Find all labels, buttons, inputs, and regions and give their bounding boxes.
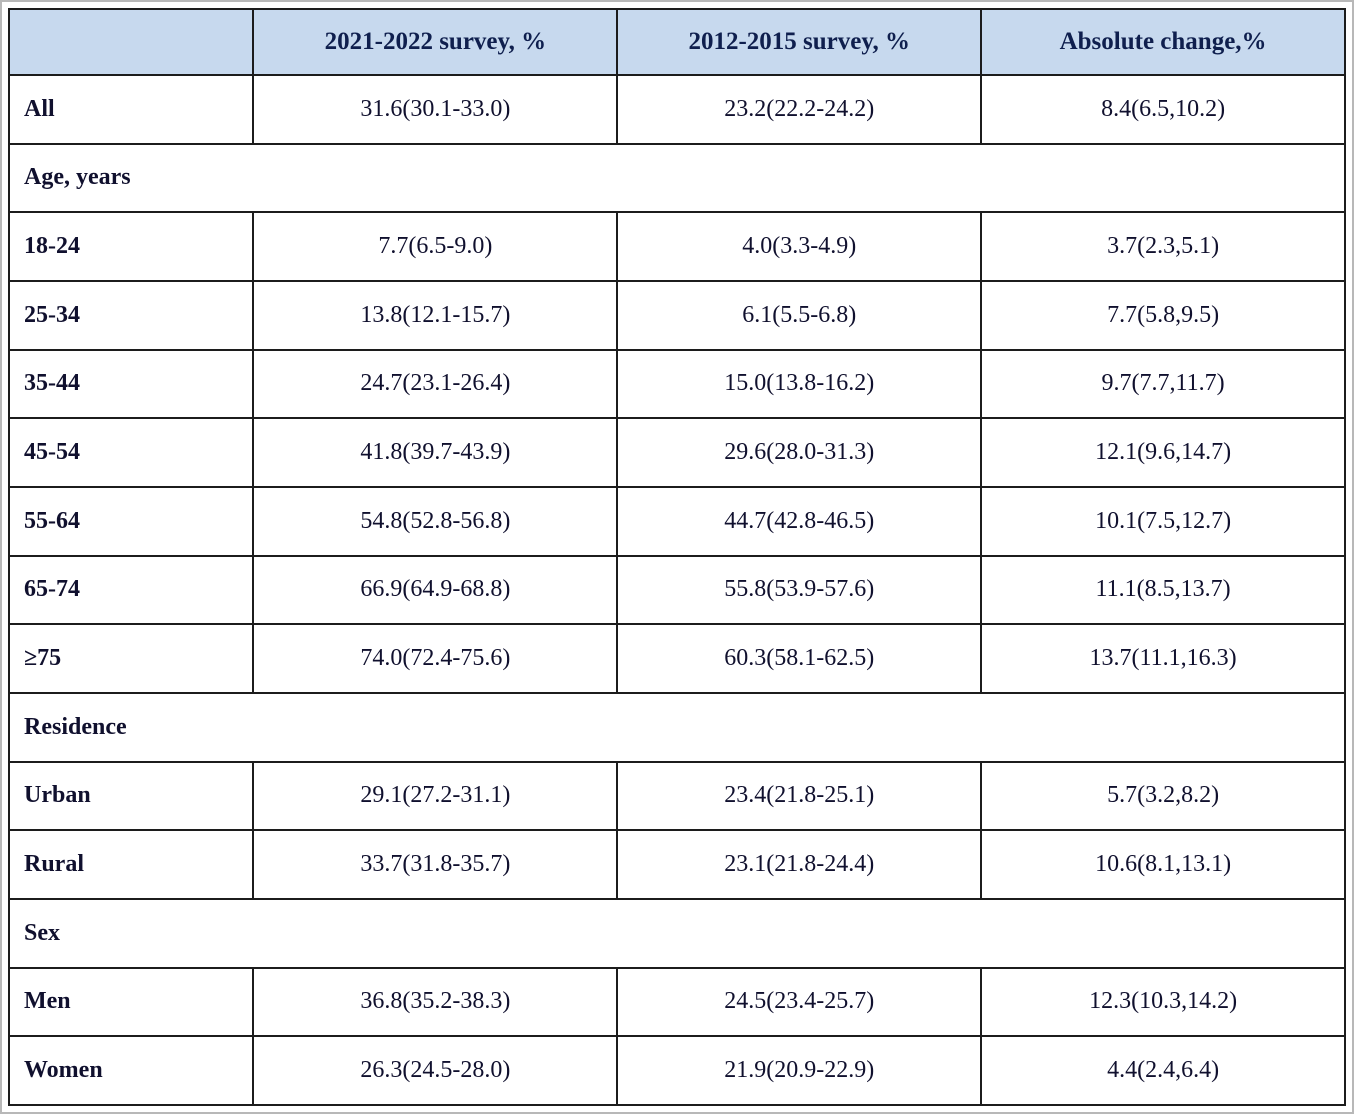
table-cell: 33.7(31.8-35.7) bbox=[252, 829, 619, 900]
table-row: Rural 33.7(31.8-35.7) 23.1(21.8-24.4) 10.6(… bbox=[7, 829, 1346, 900]
row-label: Men bbox=[7, 966, 255, 1038]
table-cell: 60.3(58.1-62.5) bbox=[616, 623, 983, 694]
section-label: Residence bbox=[8, 691, 1346, 763]
table-cell: 7.7(6.5-9.0) bbox=[252, 211, 619, 282]
table-cell: 44.7(42.8-46.5) bbox=[616, 485, 983, 557]
column-header: Absolute change,% bbox=[980, 8, 1346, 76]
table-cell: 66.9(64.9-68.8) bbox=[252, 554, 619, 626]
row-label: 55-64 bbox=[7, 485, 255, 557]
row-label: All bbox=[7, 74, 255, 145]
table-row: Women 26.3(24.5-28.0) 21.9(20.9-22.9) 4.4(2… bbox=[7, 1035, 1346, 1106]
table-cell: 23.4(21.8-25.1) bbox=[616, 760, 983, 832]
corner-header-cell bbox=[7, 8, 255, 76]
row-label: Women bbox=[7, 1035, 255, 1106]
table-cell: 23.2(22.2-24.2) bbox=[616, 74, 983, 145]
table-cell: 10.1(7.5,12.7) bbox=[980, 485, 1346, 557]
table-cell: 29.1(27.2-31.1) bbox=[252, 760, 619, 832]
table-row: All 31.6(30.1-33.0) 23.2(22.2-24.2) 8.4(6.5… bbox=[7, 74, 1346, 145]
table-cell: 10.6(8.1,13.1) bbox=[980, 829, 1346, 900]
table-cell: 55.8(53.9-57.6) bbox=[616, 554, 983, 626]
table-cell: 54.8(52.8-56.8) bbox=[252, 485, 619, 557]
table-cell: 6.1(5.5-6.8) bbox=[616, 279, 983, 351]
table-cell: 4.0(3.3-4.9) bbox=[616, 211, 983, 282]
row-label: 35-44 bbox=[7, 348, 255, 420]
table-cell: 12.3(10.3,14.2) bbox=[980, 966, 1346, 1038]
table-cell: 29.6(28.0-31.3) bbox=[616, 417, 983, 488]
table-row: 18-24 7.7(6.5-9.0) 4.0(3.3-4.9) 3.7(2.3,5.1… bbox=[7, 211, 1346, 282]
table-cell: 41.8(39.7-43.9) bbox=[252, 417, 619, 488]
survey-comparison-table: 2021-2022 survey, % 2012-2015 survey, % Ab… bbox=[7, 8, 1346, 1106]
table-cell: 13.7(11.1,16.3) bbox=[980, 623, 1346, 694]
section-label: Sex bbox=[8, 897, 1346, 969]
row-label: 25-34 bbox=[7, 279, 255, 351]
table-cell: 21.9(20.9-22.9) bbox=[616, 1035, 983, 1106]
table-cell: 9.7(7.7,11.7) bbox=[980, 348, 1346, 420]
section-row: Sex bbox=[8, 897, 1346, 969]
table-cell: 24.5(23.4-25.7) bbox=[616, 966, 983, 1038]
row-label: ≥75 bbox=[7, 623, 255, 694]
table-body: All 31.6(30.1-33.0) 23.2(22.2-24.2) 8.4(6.5… bbox=[7, 74, 1346, 1106]
table-row: 25-34 13.8(12.1-15.7) 6.1(5.5-6.8) 7.7(5.8,… bbox=[7, 279, 1346, 351]
table-cell: 4.4(2.4,6.4) bbox=[980, 1035, 1346, 1106]
table-cell: 13.8(12.1-15.7) bbox=[252, 279, 619, 351]
table-cell: 3.7(2.3,5.1) bbox=[980, 211, 1346, 282]
table-cell: 24.7(23.1-26.4) bbox=[252, 348, 619, 420]
table-cell: 7.7(5.8,9.5) bbox=[980, 279, 1346, 351]
table-row: Urban 29.1(27.2-31.1) 23.4(21.8-25.1) 5.7(3… bbox=[7, 760, 1346, 832]
table-cell: 23.1(21.8-24.4) bbox=[616, 829, 983, 900]
table-row: 45-54 41.8(39.7-43.9) 29.6(28.0-31.3) 12.1(… bbox=[7, 417, 1346, 488]
table-row: Men 36.8(35.2-38.3) 24.5(23.4-25.7) 12.3(10… bbox=[7, 966, 1346, 1038]
table-cell: 5.7(3.2,8.2) bbox=[980, 760, 1346, 832]
column-header: 2012-2015 survey, % bbox=[616, 8, 983, 76]
table-cell: 26.3(24.5-28.0) bbox=[252, 1035, 619, 1106]
table-row: 65-74 66.9(64.9-68.8) 55.8(53.9-57.6) 11.1(… bbox=[7, 554, 1346, 626]
row-label: 45-54 bbox=[7, 417, 255, 488]
table-head-row: 2021-2022 survey, % 2012-2015 survey, % Ab… bbox=[7, 8, 1346, 76]
table-row: 35-44 24.7(23.1-26.4) 15.0(13.8-16.2) 9.7(7… bbox=[7, 348, 1346, 420]
table-cell: 11.1(8.5,13.7) bbox=[980, 554, 1346, 626]
row-label: Rural bbox=[7, 829, 255, 900]
table-cell: 36.8(35.2-38.3) bbox=[252, 966, 619, 1038]
column-header: 2021-2022 survey, % bbox=[252, 8, 619, 76]
section-row: Residence bbox=[8, 691, 1346, 763]
row-label: Urban bbox=[7, 760, 255, 832]
table-row: 55-64 54.8(52.8-56.8) 44.7(42.8-46.5) 10.1(… bbox=[7, 485, 1346, 557]
table-cell: 31.6(30.1-33.0) bbox=[252, 74, 619, 145]
table-cell: 15.0(13.8-16.2) bbox=[616, 348, 983, 420]
row-label: 65-74 bbox=[7, 554, 255, 626]
section-label: Age, years bbox=[8, 142, 1346, 214]
table-cell: 8.4(6.5,10.2) bbox=[980, 74, 1346, 145]
table-cell: 12.1(9.6,14.7) bbox=[980, 417, 1346, 488]
section-row: Age, years bbox=[8, 142, 1346, 214]
table-row: ≥75 74.0(72.4-75.6) 60.3(58.1-62.5) 13.7(11… bbox=[7, 623, 1346, 694]
table-cell: 74.0(72.4-75.6) bbox=[252, 623, 619, 694]
row-label: 18-24 bbox=[7, 211, 255, 282]
